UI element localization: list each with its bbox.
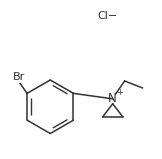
Text: Cl−: Cl− — [98, 10, 118, 21]
Text: +: + — [116, 88, 123, 97]
Text: N: N — [108, 92, 117, 105]
Text: Br: Br — [13, 73, 25, 83]
